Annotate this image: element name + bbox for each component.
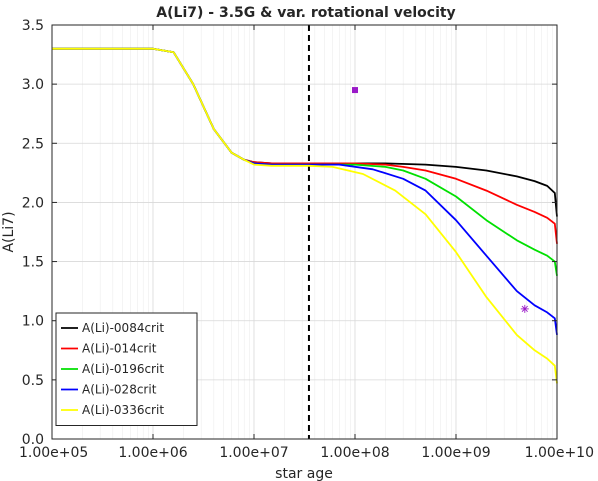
chart-title: A(Li7) - 3.5G & var. rotational velocity: [156, 5, 455, 21]
legend-label: A(Li)-014crit: [82, 342, 157, 356]
legend-label: A(Li)-028crit: [82, 383, 157, 397]
x-tick-label: 1.00e+10: [525, 445, 594, 461]
y-tick-label: 0.0: [22, 432, 44, 448]
y-tick-label: 1.5: [22, 255, 44, 271]
x-tick-label: 1.00e+07: [219, 445, 288, 461]
legend-label: A(Li)-0336crit: [82, 403, 164, 417]
y-axis-label: A(Li7): [1, 211, 17, 252]
series-line-5: [52, 47, 558, 384]
plot-frame: [51, 24, 558, 440]
series-layer: [52, 47, 558, 384]
y-tick-label: 0.5: [22, 373, 44, 389]
x-axis-label: star age: [275, 466, 333, 481]
asterisk-marker: [520, 304, 529, 313]
y-tick-label: 2.5: [22, 136, 44, 152]
y-tick-label: 1.0: [22, 314, 44, 330]
x-tick-label: 1.00e+08: [320, 445, 389, 461]
square-marker: [352, 87, 358, 94]
legend-label: A(Li)-0084crit: [82, 321, 164, 335]
legend: A(Li)-0084crit A(Li)-014crit A(Li)-0196cri…: [55, 312, 198, 426]
y-tick-label: 3.5: [22, 18, 44, 34]
marker-layer: [352, 87, 529, 313]
tick-layer: 1.00e+05 1.00e+06 1.00e+07 1.00e+08 1.00e+09…: [19, 18, 594, 461]
y-tick-label: 2.0: [22, 195, 44, 211]
y-tick-label: 3.0: [22, 77, 44, 93]
x-tick-label: 1.00e+06: [118, 445, 187, 461]
grid: [51, 24, 558, 440]
legend-box: [55, 312, 198, 426]
legend-label: A(Li)-0196crit: [82, 362, 164, 376]
x-tick-label: 1.00e+05: [19, 445, 88, 461]
x-tick-label: 1.00e+09: [421, 445, 490, 461]
